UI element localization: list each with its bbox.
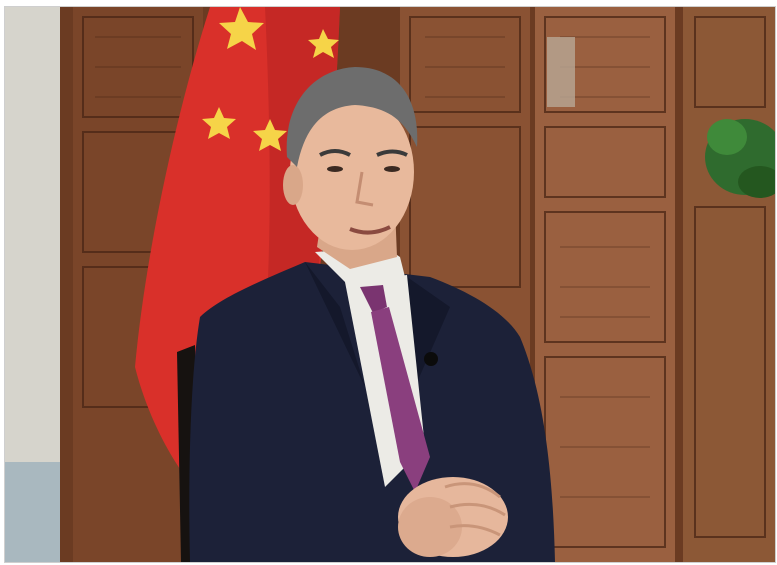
photo-frame	[4, 6, 776, 563]
portrait-photo	[5, 7, 775, 562]
flag-stars	[202, 7, 339, 151]
screen-ornament	[547, 37, 575, 107]
tie-knot	[360, 285, 387, 313]
clasped-hands	[398, 477, 508, 557]
green-plant	[705, 119, 775, 198]
tie	[371, 307, 430, 492]
floor-window-light	[5, 462, 65, 562]
person	[189, 67, 556, 562]
lapel-microphone	[424, 352, 438, 366]
hair	[286, 67, 418, 167]
face	[290, 94, 414, 250]
